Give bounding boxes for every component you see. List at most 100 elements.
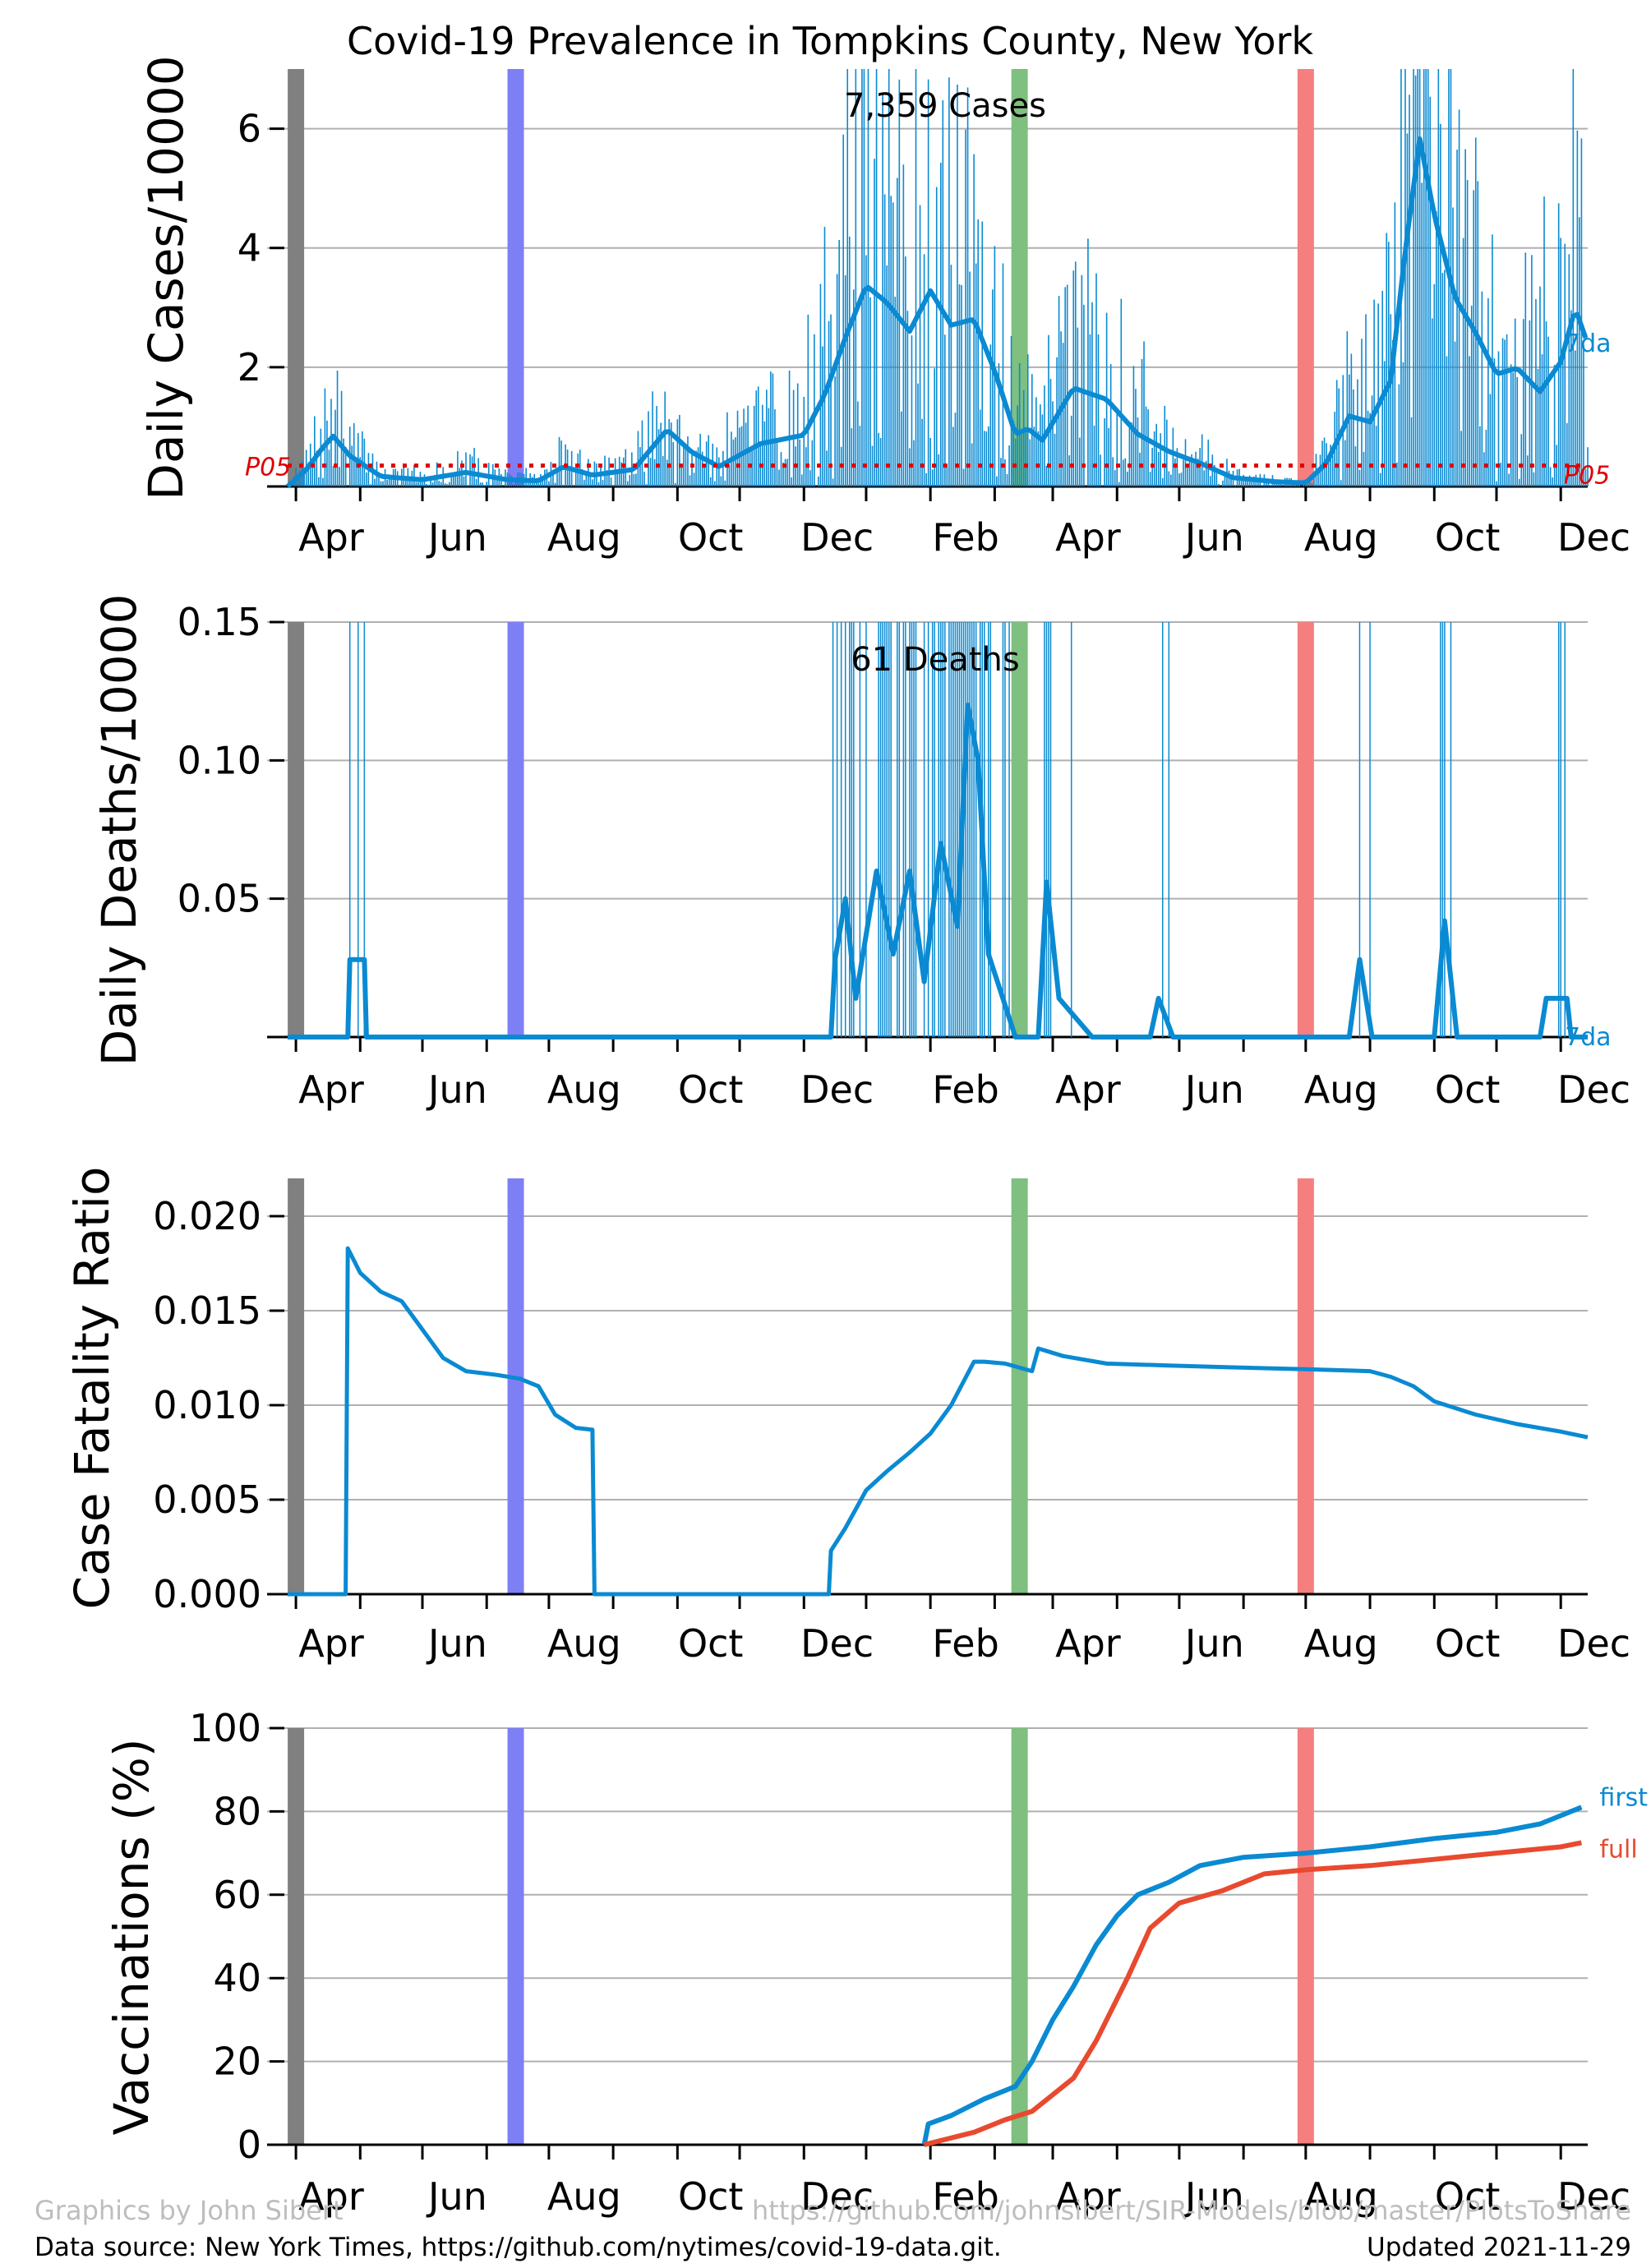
x-tick-label: Oct bbox=[678, 515, 744, 560]
y-tick-label: 6 bbox=[238, 107, 261, 151]
x-tick-label: Feb bbox=[932, 1067, 998, 1112]
x-tick-label: Feb bbox=[932, 515, 998, 560]
period-band bbox=[288, 69, 305, 486]
vaccination-line-full bbox=[923, 1840, 1582, 2147]
daily-bars bbox=[348, 622, 1566, 1037]
x-tick-label: Dec bbox=[1557, 1621, 1630, 1666]
footer-source: Data source: New York Times, https://git… bbox=[35, 2233, 1002, 2262]
total-cases-annotation: 7,359 Cases bbox=[844, 87, 1046, 125]
period-band bbox=[1297, 69, 1314, 486]
y-tick-label: 0.10 bbox=[178, 738, 261, 782]
moving-average-line bbox=[288, 703, 1588, 1040]
period-band bbox=[288, 1178, 305, 1594]
x-tick-label: Apr bbox=[298, 1067, 364, 1112]
footer-credit: Graphics by John Sibert bbox=[35, 2195, 344, 2226]
panel-cfr: 0.000 0.005 0.010 0.015 0.020 Apr Jun Aug Oct Dec… bbox=[64, 1167, 1630, 1666]
x-tick-label: Dec bbox=[800, 1621, 874, 1666]
y-axis-label: Daily Cases/10000 bbox=[138, 55, 194, 500]
x-tick-label: Dec bbox=[800, 1067, 874, 1112]
period-band bbox=[507, 69, 524, 486]
y-tick-label: 4 bbox=[238, 226, 261, 270]
y-axis-label: Case Fatality Ratio bbox=[64, 1167, 120, 1610]
y-tick-label: 0.005 bbox=[153, 1477, 261, 1522]
y-tick-label: 0.000 bbox=[153, 1572, 261, 1616]
x-tick-label: Apr bbox=[1055, 1621, 1121, 1666]
panel-deaths: 0.05 0.10 0.15 Apr Jun Aug Oct Dec Feb Apr Jun Aug O… bbox=[91, 594, 1630, 1112]
y-axis-label: Vaccinations (%) bbox=[104, 1738, 159, 2135]
footer-updated: Updated 2021-11-29 bbox=[1367, 2233, 1631, 2262]
y-tick-label: 0.020 bbox=[153, 1194, 261, 1238]
panel-cases: 2 4 6 Apr Jun Aug Oct Dec Feb Apr Jun Aug Oct Dec Dail… bbox=[138, 55, 1630, 560]
x-tick-label: Feb bbox=[932, 2174, 998, 2219]
period-band bbox=[1011, 622, 1028, 1037]
y-tick-label: 40 bbox=[213, 1956, 261, 2000]
x-tick-label: Aug bbox=[1304, 1067, 1378, 1112]
x-tick-label: Dec bbox=[800, 515, 874, 560]
x-tick-label: Oct bbox=[1435, 2174, 1501, 2219]
x-tick-label: Oct bbox=[678, 2174, 744, 2219]
x-tick-label: Jun bbox=[426, 2174, 487, 2219]
x-tick-label: Aug bbox=[547, 1067, 621, 1112]
footer-repo: https://github.com/johnsibert/SIR-Models… bbox=[752, 2195, 1631, 2226]
x-tick-label: Aug bbox=[1304, 2174, 1378, 2219]
x-tick-label: Aug bbox=[547, 2174, 621, 2219]
x-tick-label: Oct bbox=[678, 1621, 744, 1666]
x-tick-label: Apr bbox=[1055, 2174, 1121, 2219]
period-band bbox=[1011, 69, 1028, 486]
x-tick-label: Apr bbox=[1055, 515, 1121, 560]
y-tick-label: 0.15 bbox=[178, 600, 261, 644]
p05-label-right: P05 bbox=[1564, 462, 1610, 491]
moving-average-line bbox=[285, 136, 1589, 489]
series-label-first: first bbox=[1599, 1783, 1648, 1812]
x-tick-label: Jun bbox=[1183, 1621, 1244, 1666]
period-band bbox=[288, 622, 305, 1037]
y-tick-label: 60 bbox=[213, 1873, 261, 1917]
total-deaths-annotation: 61 Deaths bbox=[851, 641, 1019, 679]
daily-bars bbox=[288, 69, 1589, 486]
x-tick-label: Feb bbox=[932, 1621, 998, 1666]
y-axis-label: Daily Deaths/10000 bbox=[91, 594, 147, 1067]
y-tick-label: 80 bbox=[213, 1789, 261, 1833]
y-tick-label: 0 bbox=[238, 2123, 261, 2167]
x-tick-label: Apr bbox=[298, 2174, 364, 2219]
period-band bbox=[1297, 1178, 1314, 1594]
cfr-line bbox=[288, 1246, 1589, 1597]
y-tick-label: 2 bbox=[238, 345, 261, 390]
x-tick-label: Apr bbox=[298, 1621, 364, 1666]
period-band bbox=[1297, 1728, 1314, 2145]
x-tick-label: Jun bbox=[426, 515, 487, 560]
p05-label-left: P05 bbox=[245, 454, 291, 482]
panel-vaccinations: 0 20 40 60 80 100 Apr Jun Aug Oct Dec Feb Apr Jun Aug O… bbox=[104, 1706, 1648, 2219]
period-band bbox=[1297, 622, 1314, 1037]
x-tick-label: Apr bbox=[298, 515, 364, 560]
y-tick-label: 100 bbox=[189, 1706, 261, 1750]
x-tick-label: Jun bbox=[1183, 2174, 1244, 2219]
series-label-full: full bbox=[1599, 1835, 1637, 1864]
x-tick-label: Oct bbox=[1435, 515, 1501, 560]
y-tick-label: 0.05 bbox=[178, 877, 261, 921]
x-tick-label: Apr bbox=[1055, 1067, 1121, 1112]
x-tick-label: Aug bbox=[1304, 515, 1378, 560]
x-tick-label: Dec bbox=[800, 2174, 874, 2219]
series-label-7da: 7da bbox=[1565, 1023, 1612, 1052]
x-tick-label: Jun bbox=[426, 1621, 487, 1666]
x-tick-label: Jun bbox=[1183, 1067, 1244, 1112]
x-tick-label: Jun bbox=[1183, 515, 1244, 560]
period-band bbox=[288, 1728, 305, 2145]
x-tick-label: Aug bbox=[547, 1621, 621, 1666]
y-tick-label: 0.015 bbox=[153, 1288, 261, 1333]
period-band bbox=[1011, 1728, 1028, 2145]
x-tick-label: Oct bbox=[1435, 1621, 1501, 1666]
x-tick-label: Jun bbox=[426, 1067, 487, 1112]
x-tick-label: Dec bbox=[1557, 1067, 1630, 1112]
period-band bbox=[1011, 1178, 1028, 1594]
period-band bbox=[507, 622, 524, 1037]
vaccination-line-first bbox=[921, 1805, 1583, 2146]
y-tick-label: 20 bbox=[213, 2040, 261, 2084]
x-tick-label: Aug bbox=[547, 515, 621, 560]
x-tick-label: Oct bbox=[1435, 1067, 1501, 1112]
period-band bbox=[507, 1178, 524, 1594]
series-label-7da: 7da bbox=[1565, 330, 1612, 358]
x-tick-label: Oct bbox=[678, 1067, 744, 1112]
